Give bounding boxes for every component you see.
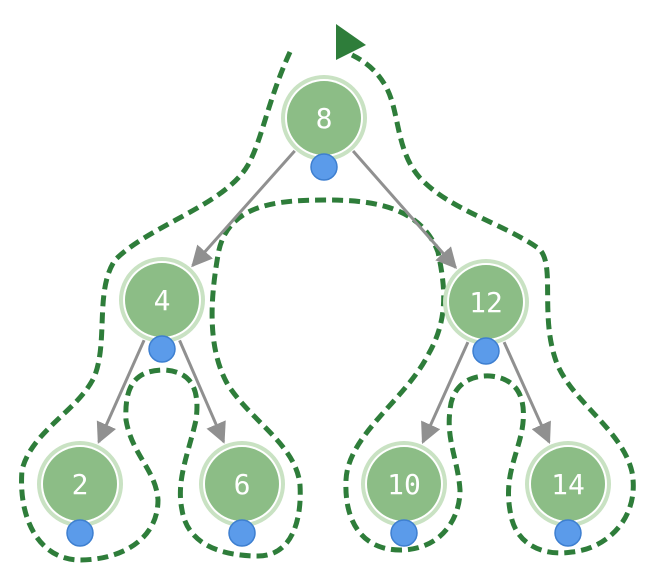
visit-marker-dot — [472, 337, 500, 365]
visit-marker-dot — [66, 519, 94, 547]
edge-n8-n4 — [191, 149, 296, 268]
node-circle — [287, 81, 361, 155]
edge-n12-n14 — [502, 341, 551, 444]
edge-n4-n6 — [178, 339, 226, 444]
node-label: 2 — [72, 468, 89, 501]
node-circle — [449, 265, 523, 339]
node-label: 8 — [316, 102, 333, 135]
node-circle — [125, 263, 199, 337]
tree-node-2: 2 — [37, 441, 123, 547]
visit-marker-dot — [310, 153, 338, 181]
traversal-contour-path — [19, 50, 636, 563]
node-label: 14 — [551, 468, 585, 501]
edge-n12-n10 — [421, 341, 470, 444]
tree-node-8: 8 — [281, 75, 367, 181]
traversal-start-arrow-icon — [336, 24, 366, 60]
node-circle — [43, 447, 117, 521]
tree-node-4: 4 — [119, 257, 205, 363]
node-label: 12 — [469, 286, 503, 319]
node-circle — [205, 447, 279, 521]
tree-node-10: 10 — [361, 441, 447, 547]
visit-marker-dot — [148, 335, 176, 363]
visit-marker-dot — [228, 519, 256, 547]
tree-node-6: 6 — [199, 441, 285, 547]
node-circle — [367, 447, 441, 521]
nodes-layer: 8 4 12 2 6 10 14 — [37, 75, 611, 547]
edges-layer — [96, 149, 551, 444]
tree-node-12: 12 — [443, 259, 529, 365]
node-label: 6 — [234, 468, 251, 501]
visit-marker-dot — [390, 519, 418, 547]
visit-marker-dot — [554, 519, 582, 547]
node-label: 10 — [387, 468, 421, 501]
edge-n8-n12 — [351, 150, 457, 270]
tree-node-14: 14 — [525, 441, 611, 547]
node-circle — [531, 447, 605, 521]
edge-n4-n2 — [96, 339, 146, 444]
node-label: 4 — [154, 284, 171, 317]
